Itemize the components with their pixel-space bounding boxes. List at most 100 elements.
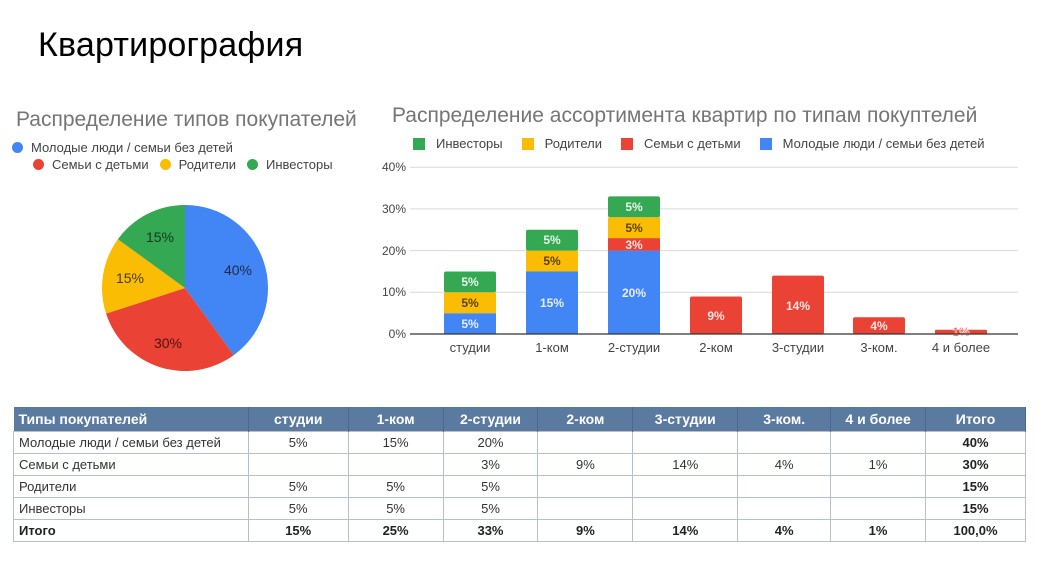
grand-total: 100,0%	[925, 518, 1026, 542]
bar-legend-item-young[interactable]: Молодые люди / семьи без детей	[759, 136, 985, 151]
pie-legend-item-parents[interactable]: Родители	[159, 157, 236, 172]
table-row: Родители 5% 5% 5% 15%	[13, 474, 1026, 498]
pie-label-parents: 15%	[116, 270, 144, 286]
table-cell: 5%	[247, 474, 349, 498]
table-cell: 3%	[442, 452, 539, 476]
column-header: студии	[248, 407, 349, 431]
pie-chart-title: Распределение типов покупателей	[16, 108, 357, 131]
x-tick-label: 1-ком	[535, 340, 569, 355]
svg-text:4%: 4%	[870, 319, 888, 333]
row-label: Молодые люди / семьи без детей	[13, 430, 249, 454]
table-cell: 1%	[830, 518, 927, 542]
bar-2-kom[interactable]: 9%	[690, 296, 742, 335]
bar-graphic: 0% 10% 20% 30% 40% 5% 5% 5% 15% 5% 5%	[382, 160, 1018, 355]
row-label: Инвесторы	[13, 496, 249, 520]
bar-3-studii[interactable]: 14%	[772, 275, 824, 334]
column-header: 3-студии	[632, 407, 739, 431]
table-cell	[737, 496, 832, 520]
legend-dot-icon	[33, 159, 44, 170]
table-cell: 5%	[347, 496, 444, 520]
bar-studii[interactable]: 5% 5% 5%	[444, 271, 496, 335]
table-cell: 14%	[632, 518, 739, 542]
svg-text:5%: 5%	[625, 200, 643, 214]
table-header-row: Типы покупателей студии 1-ком 2-студии 2…	[13, 407, 1026, 431]
legend-label: Семьи с детьми	[52, 157, 149, 172]
pie-slice-investors[interactable]	[117, 205, 185, 288]
bar-1-kom[interactable]: 15% 5% 5%	[526, 229, 578, 334]
table-cell: 5%	[347, 474, 444, 498]
legend-label: Родители	[178, 157, 236, 172]
table-cell: 5%	[442, 496, 539, 520]
legend-square-icon	[620, 137, 633, 150]
pie-slice-families[interactable]	[106, 288, 234, 372]
svg-text:14%: 14%	[786, 299, 810, 313]
pie-label-young: 40%	[224, 262, 252, 278]
y-axis-labels: 0% 10% 20% 30% 40%	[382, 160, 406, 341]
table-cell	[537, 496, 634, 520]
x-tick-label: 3-студии	[772, 340, 824, 355]
y-tick-label: 0%	[389, 327, 407, 341]
legend-square-icon	[521, 137, 534, 150]
x-tick-label: 3-ком.	[860, 340, 897, 355]
svg-text:5%: 5%	[461, 296, 479, 310]
svg-text:15%: 15%	[540, 296, 564, 310]
x-tick-label: 4 и более	[932, 340, 990, 355]
column-header: 1-ком	[348, 407, 444, 431]
svg-text:9%: 9%	[707, 309, 725, 323]
table-cell: 33%	[442, 518, 539, 542]
bar-legend-item-parents[interactable]: Родители	[521, 136, 602, 151]
bar-legend-item-investors[interactable]: Инвесторы	[413, 136, 503, 151]
pie-legend-item-investors[interactable]: Инвесторы	[246, 157, 333, 172]
table-cell: 9%	[537, 452, 634, 476]
table-total-row: Итого 15% 25% 33% 9% 14% 4% 1% 100,0%	[13, 518, 1026, 542]
pie-legend-row-1: Молодые люди / семьи без детей	[12, 140, 244, 155]
svg-text:5%: 5%	[461, 317, 479, 331]
table-cell	[632, 430, 739, 454]
gridlines	[410, 166, 1018, 293]
pie-legend-item-young[interactable]: Молодые люди / семьи без детей	[12, 140, 233, 155]
row-label: Родители	[13, 474, 249, 498]
svg-text:5%: 5%	[461, 275, 479, 289]
pie-slice-young[interactable]	[185, 205, 269, 356]
bar-2-studii[interactable]: 20% 3% 5% 5%	[608, 196, 660, 334]
table-cell	[737, 430, 832, 454]
row-label: Семьи с детьми	[13, 452, 249, 476]
bar-4-plus[interactable]: 1%	[935, 325, 987, 339]
table-cell: 20%	[442, 430, 539, 454]
table-cell	[737, 474, 832, 498]
table-row: Молодые люди / семьи без детей 5% 15% 20…	[13, 430, 1026, 454]
row-total: 40%	[925, 430, 1026, 454]
svg-text:5%: 5%	[543, 254, 561, 268]
table-cell	[632, 496, 739, 520]
legend-label: Инвесторы	[265, 157, 333, 172]
legend-dot-icon	[159, 159, 171, 170]
x-tick-label: студии	[450, 340, 491, 355]
pie-label-investors: 15%	[146, 229, 174, 245]
table-cell: 15%	[247, 518, 349, 542]
bar-3-kom[interactable]: 4%	[853, 317, 905, 334]
row-total: 30%	[925, 452, 1026, 476]
table-cell: 5%	[247, 496, 349, 520]
column-header: 2-студии	[443, 407, 539, 431]
svg-text:1%: 1%	[952, 325, 970, 339]
row-total: 15%	[925, 496, 1026, 520]
table-cell	[537, 430, 634, 454]
pie-slice-parents[interactable]	[101, 239, 185, 314]
table-cell: 14%	[632, 452, 739, 476]
x-tick-label: 2-ком	[699, 340, 733, 355]
bar-legend-item-families[interactable]: Семьи с детьми	[620, 136, 741, 151]
legend-label: Родители	[544, 136, 602, 151]
table-cell	[830, 430, 927, 454]
legend-label: Семьи с детьми	[643, 136, 741, 151]
column-header: Типы покупателей	[13, 407, 249, 431]
x-tick-label: 2-студии	[608, 340, 660, 355]
column-header: 4 и более	[830, 407, 927, 431]
table-cell: 15%	[347, 430, 444, 454]
y-tick-label: 40%	[382, 160, 406, 174]
table-row: Семьи с детьми 3% 9% 14% 4% 1% 30%	[13, 452, 1026, 476]
legend-dot-icon	[12, 142, 23, 153]
legend-label: Инвесторы	[436, 136, 503, 151]
table-cell	[247, 452, 349, 476]
y-tick-label: 10%	[382, 285, 406, 299]
pie-legend-item-families[interactable]: Семьи с детьми	[33, 157, 149, 172]
